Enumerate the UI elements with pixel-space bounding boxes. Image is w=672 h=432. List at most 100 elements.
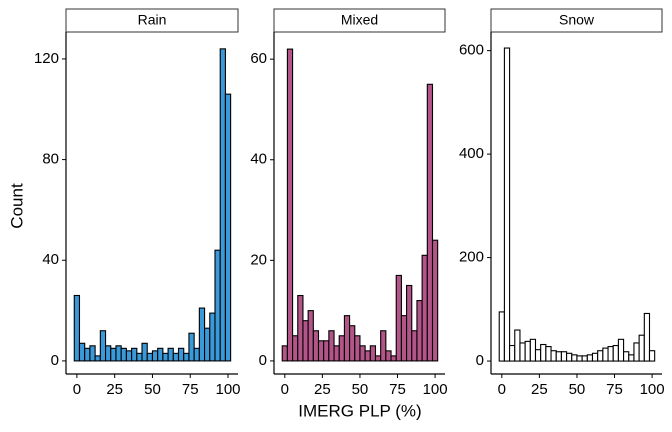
bar	[597, 350, 604, 362]
y-tick-label: 40	[42, 251, 59, 268]
bar	[354, 335, 361, 362]
bar	[406, 284, 413, 362]
bar	[623, 351, 630, 362]
bar	[141, 342, 148, 362]
bar	[514, 329, 521, 362]
bar	[312, 330, 320, 362]
bar	[99, 330, 107, 362]
x-tick-label: 0	[281, 381, 289, 398]
bar	[503, 47, 511, 362]
bar	[219, 48, 226, 362]
bar	[421, 254, 428, 362]
bar	[188, 332, 195, 362]
y-tick-label: 0	[259, 352, 267, 369]
y-tick-label: 40	[250, 151, 267, 168]
bar	[555, 351, 562, 362]
bar	[633, 342, 640, 362]
x-tick-label: 75	[606, 381, 623, 398]
bar	[529, 338, 537, 362]
bar	[385, 350, 392, 362]
bar	[648, 350, 656, 362]
bar	[431, 239, 439, 362]
bar	[369, 345, 377, 362]
bar	[167, 347, 174, 362]
bar	[84, 347, 91, 362]
bar	[323, 340, 330, 362]
bar	[292, 335, 299, 362]
bar	[576, 355, 583, 362]
bar	[426, 83, 434, 362]
bar	[204, 327, 211, 362]
facet-strip	[65, 8, 239, 33]
bar	[586, 354, 594, 362]
bar	[89, 345, 96, 362]
bar	[307, 310, 314, 362]
bar	[617, 338, 625, 362]
facet-title: Rain	[138, 12, 167, 28]
y-tick-label: 0	[51, 352, 59, 369]
bar	[364, 350, 371, 362]
bar	[110, 347, 117, 362]
bar	[395, 274, 402, 362]
facet-strip	[273, 8, 446, 33]
bar	[498, 311, 505, 362]
bar	[534, 349, 542, 362]
x-tick-label: 0	[498, 381, 506, 398]
bar	[224, 93, 232, 362]
bar	[146, 352, 154, 362]
bar	[628, 354, 635, 362]
bar	[566, 352, 573, 362]
bar	[328, 330, 335, 362]
facet-title: Mixed	[341, 12, 378, 28]
bar	[172, 352, 180, 362]
bar	[524, 340, 531, 362]
x-tick-label: 100	[640, 381, 665, 398]
x-tick-label: 25	[531, 381, 548, 398]
bar	[416, 300, 423, 362]
bar	[193, 347, 200, 362]
bar	[390, 355, 397, 362]
y-tick-label: 20	[250, 251, 267, 268]
x-tick-label: 0	[73, 381, 81, 398]
x-tick-label: 50	[569, 381, 586, 398]
bar	[214, 249, 221, 362]
bar	[338, 335, 345, 362]
y-tick-label: 60	[250, 50, 267, 67]
bar	[349, 325, 356, 362]
bar	[333, 345, 340, 362]
bar	[581, 355, 588, 362]
bar	[177, 347, 185, 362]
x-tick-label: 50	[352, 381, 369, 398]
bar	[643, 312, 651, 362]
y-tick-label: 80	[42, 151, 59, 168]
y-tick-label: 400	[459, 145, 484, 162]
bar	[281, 345, 288, 362]
bar	[151, 350, 159, 362]
facet-title: Snow	[559, 12, 595, 28]
bar	[359, 345, 366, 362]
bar	[540, 343, 547, 362]
y-tick-label: 120	[34, 50, 59, 67]
x-tick-label: 100	[423, 381, 448, 398]
bar	[545, 346, 552, 362]
y-tick-label: 600	[459, 42, 484, 59]
bar	[602, 347, 609, 362]
x-axis-title: IMERG PLP (%)	[298, 401, 421, 420]
bar	[94, 355, 101, 362]
bar	[131, 347, 138, 362]
bar	[560, 351, 568, 362]
bar	[78, 342, 86, 362]
bar	[286, 48, 294, 362]
bar	[571, 354, 578, 362]
bar	[380, 330, 387, 362]
bar	[607, 346, 614, 362]
bar	[302, 320, 309, 362]
bar	[297, 294, 304, 362]
bar	[73, 294, 81, 362]
bar	[125, 350, 133, 362]
x-tick-label: 25	[314, 381, 331, 398]
bar	[400, 315, 408, 362]
bar	[209, 312, 216, 362]
y-tick-label: 200	[459, 249, 484, 266]
bar	[136, 352, 143, 362]
